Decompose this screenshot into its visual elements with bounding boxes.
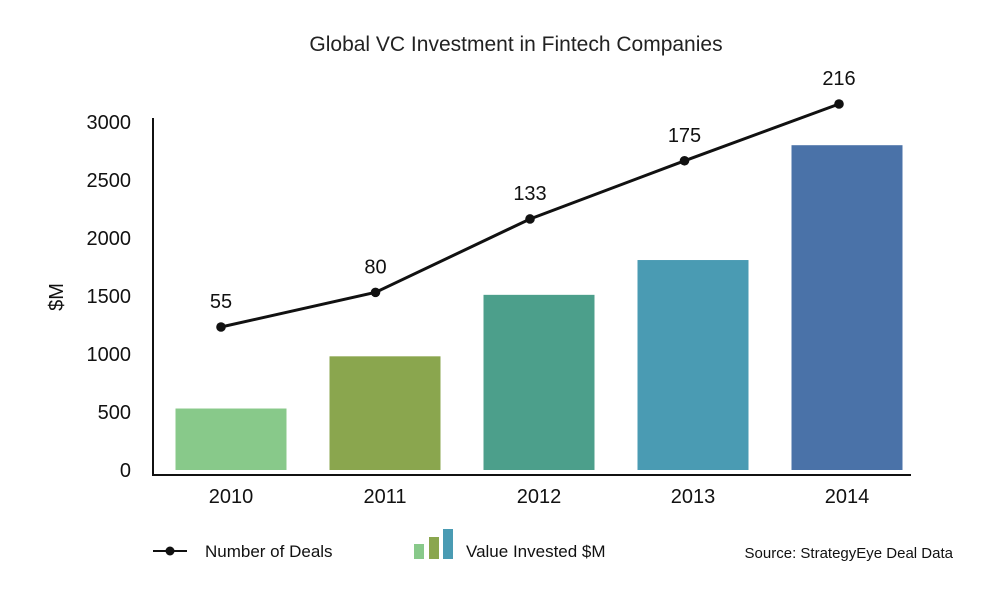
y-axis-label: $M: [46, 283, 68, 311]
legend-item-value-invested: Value Invested $M: [414, 529, 606, 561]
y-tick-label: 1500: [87, 286, 132, 308]
x-tick-label: 2013: [671, 486, 716, 508]
x-tick-label: 2014: [825, 486, 870, 508]
bar-2010: [175, 408, 287, 470]
y-tick-label: 2000: [87, 228, 132, 250]
deals-data-label: 216: [822, 68, 855, 90]
legend-bar-swatch-1: [414, 544, 424, 559]
chart-title: Global VC Investment in Fintech Companie…: [309, 33, 722, 56]
bar-2014: [791, 145, 903, 470]
deals-point-2013: [679, 155, 690, 166]
y-tick-label: 500: [98, 402, 131, 424]
y-tick-label: 2500: [87, 170, 132, 192]
bar-2011: [329, 356, 441, 470]
bar-2013: [637, 260, 749, 470]
legend-marker-dot: [165, 546, 175, 556]
x-tick-label: 2010: [209, 486, 254, 508]
legend-bar-swatch-3: [443, 529, 453, 559]
plot-area: 0 500 1000 1500 2000 2500 3000 2010 2011 2012 2013…: [87, 68, 903, 508]
deals-data-label: 175: [668, 125, 701, 147]
y-tick-label: 0: [120, 460, 131, 482]
legend-item-number-of-deals: Number of Deals: [153, 542, 333, 561]
x-tick-label: 2011: [363, 486, 406, 508]
bar-2012: [483, 294, 595, 470]
deals-point-2012: [525, 214, 535, 224]
y-tick-label: 3000: [87, 112, 132, 134]
deals-data-label: 80: [364, 256, 386, 278]
x-tick-label: 2012: [517, 486, 562, 508]
legend-label-value-invested: Value Invested $M: [466, 542, 606, 561]
legend-label-number-of-deals: Number of Deals: [205, 542, 333, 561]
deals-data-label: 55: [210, 291, 232, 313]
y-tick-label: 1000: [87, 344, 132, 366]
deals-point-2014: [834, 99, 844, 109]
deals-point-2011: [370, 287, 381, 298]
deals-point-2010: [216, 322, 226, 332]
source-note: Source: StrategyEye Deal Data: [745, 545, 954, 562]
legend: Number of Deals Value Invested $M: [153, 529, 606, 561]
deals-data-label: 133: [513, 183, 546, 205]
legend-bar-swatch-2: [429, 537, 439, 559]
